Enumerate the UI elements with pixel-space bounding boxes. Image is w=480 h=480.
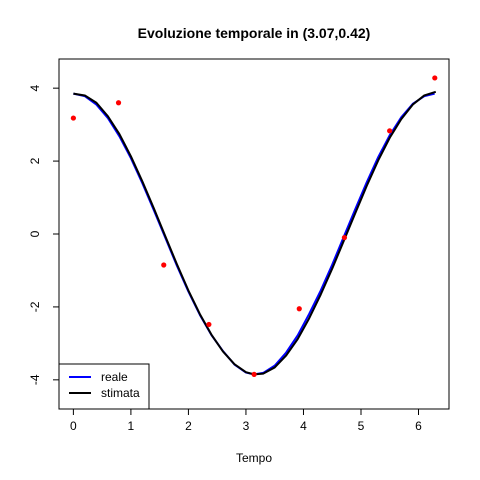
- x-tick-label: 2: [185, 419, 192, 433]
- x-tick-label: 1: [128, 419, 135, 433]
- y-tick-label: 0: [28, 230, 42, 237]
- y-axis: -4 -2 0 2 4: [28, 85, 59, 385]
- legend-label: reale: [101, 370, 128, 384]
- observed-point: [206, 321, 212, 328]
- x-tick-label: 6: [415, 419, 422, 433]
- observed-point: [70, 115, 76, 121]
- y-tick-label: -4: [28, 374, 42, 385]
- observed-point: [432, 75, 438, 81]
- chart-title: Evoluzione temporale in (3.07,0.42): [138, 25, 371, 41]
- observed-point: [251, 371, 257, 377]
- legend-label: stimata: [101, 386, 140, 400]
- x-tick-label: 3: [243, 419, 250, 433]
- observed-point: [161, 262, 167, 268]
- x-tick-label: 4: [300, 419, 307, 433]
- observed-point: [387, 128, 393, 134]
- y-tick-label: -2: [28, 301, 42, 312]
- legend-box: [58, 363, 150, 410]
- x-axis-label: Tempo: [236, 451, 272, 465]
- x-axis: 0 1 2 3 4 5 6: [70, 409, 422, 433]
- legend: reale stimata: [58, 363, 150, 410]
- x-tick-label: 5: [358, 419, 365, 433]
- y-tick-label: 4: [28, 85, 42, 92]
- x-tick-label: 0: [70, 419, 77, 433]
- observed-points: [70, 75, 438, 377]
- observed-point: [296, 306, 302, 312]
- observed-point: [115, 100, 122, 106]
- y-tick-label: 2: [28, 157, 42, 164]
- observed-point: [341, 235, 348, 241]
